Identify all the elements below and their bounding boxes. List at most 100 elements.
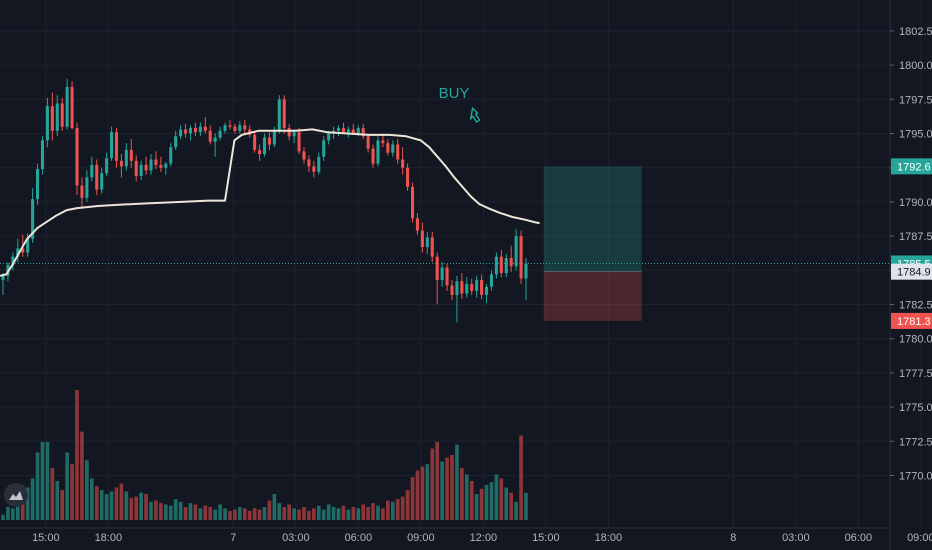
candle-body	[317, 156, 321, 172]
volume-bar	[94, 486, 99, 520]
volume-bar	[183, 507, 188, 520]
candle-body	[396, 144, 400, 160]
candle	[174, 130, 178, 150]
candle	[287, 123, 291, 141]
volume-bar	[460, 468, 464, 520]
price-tick-label: 1790.0	[899, 197, 932, 209]
tradingview-logo-icon[interactable]	[4, 483, 28, 507]
volume-bar	[316, 505, 321, 520]
stop-zone[interactable]	[543, 271, 642, 321]
candle	[223, 122, 227, 134]
price-tick-label: 1772.5	[899, 436, 932, 448]
volume-bar	[11, 508, 15, 520]
price-tick-label: 1775.0	[899, 402, 932, 414]
candle	[376, 136, 380, 167]
candle-body	[465, 283, 469, 294]
volume-bar	[302, 507, 306, 520]
profit-zone[interactable]	[543, 166, 642, 272]
candle	[307, 155, 311, 172]
grid	[0, 0, 922, 528]
volume-bar	[178, 501, 183, 520]
buy-label[interactable]: BUY	[439, 85, 470, 102]
candle	[159, 156, 163, 172]
time-tick-label: 06:00	[345, 532, 373, 544]
volume-bar	[50, 468, 55, 520]
candle	[499, 249, 503, 278]
candle	[460, 273, 464, 300]
candle-body	[228, 125, 232, 127]
candle	[70, 81, 74, 130]
candle-body	[277, 99, 281, 131]
volume-bar	[524, 492, 528, 520]
volume-bar	[425, 464, 430, 520]
volume-bar	[514, 501, 518, 520]
candle-body	[26, 238, 30, 253]
volume-bar	[386, 500, 390, 520]
candle	[55, 95, 59, 137]
candle	[277, 95, 281, 134]
candle	[228, 119, 232, 130]
candle	[391, 140, 395, 157]
candle-body	[415, 218, 419, 231]
price-tick-label: 1802.5	[899, 26, 932, 38]
candle	[124, 143, 128, 171]
volume-bar	[410, 477, 415, 520]
volume-bar	[218, 504, 222, 520]
time-axis[interactable]: 15:00 18:00 7 03:00 06:00 09:00 12:00 15:00 18:0…	[0, 527, 932, 544]
price-axis[interactable]: 1802.51800.01797.51795.01792.51790.01787…	[889, 0, 932, 550]
time-tick-label: 7	[230, 532, 236, 544]
candle-body	[480, 279, 484, 295]
candle	[233, 123, 237, 134]
volume-bar	[40, 442, 45, 520]
pointer-hand-icon	[469, 107, 481, 123]
candle	[253, 130, 257, 153]
logo-mark	[9, 491, 23, 500]
candle-body	[213, 137, 217, 142]
volume-bar	[381, 508, 385, 520]
candle-body	[322, 140, 326, 157]
volume-bar	[321, 509, 326, 520]
candle-body	[40, 140, 45, 170]
candle	[267, 132, 271, 150]
volume-bar	[479, 488, 484, 520]
volume-bar	[376, 505, 380, 520]
volume-bar	[228, 510, 232, 520]
buy-annotation[interactable]: BUY	[439, 85, 481, 123]
price-tick-label: 1787.5	[899, 231, 932, 243]
volume-bar	[6, 507, 10, 520]
candle	[336, 125, 341, 137]
candle-body	[361, 128, 365, 137]
candle	[366, 133, 370, 153]
time-tick-label: 18:00	[595, 532, 623, 544]
volume-bar	[208, 507, 213, 520]
volume-bar	[45, 442, 50, 520]
candle-body	[425, 237, 429, 248]
candle-body	[129, 149, 133, 161]
candle	[139, 160, 143, 181]
candle	[105, 152, 109, 176]
candle-body	[1, 275, 5, 280]
price-badge-label: 1781.3	[897, 316, 931, 328]
candle-body	[287, 128, 291, 137]
candle-body	[346, 129, 350, 133]
candle-body	[519, 236, 523, 279]
candle-body	[401, 159, 405, 168]
time-tick-label: 15:00	[32, 532, 60, 544]
candle	[465, 277, 469, 298]
candle-body	[45, 106, 49, 141]
volume-bar	[80, 431, 84, 520]
volume-bar	[307, 510, 311, 520]
candle	[519, 230, 523, 284]
candle-body	[484, 286, 489, 295]
candle	[198, 122, 202, 137]
candle	[164, 162, 168, 175]
candle-body	[327, 133, 331, 141]
candle-body	[100, 173, 104, 190]
candle	[401, 147, 405, 175]
volume-bar	[464, 474, 469, 520]
long-position-tool[interactable]	[0, 166, 890, 321]
volume-bar	[213, 509, 217, 520]
volume-bar	[292, 508, 296, 520]
